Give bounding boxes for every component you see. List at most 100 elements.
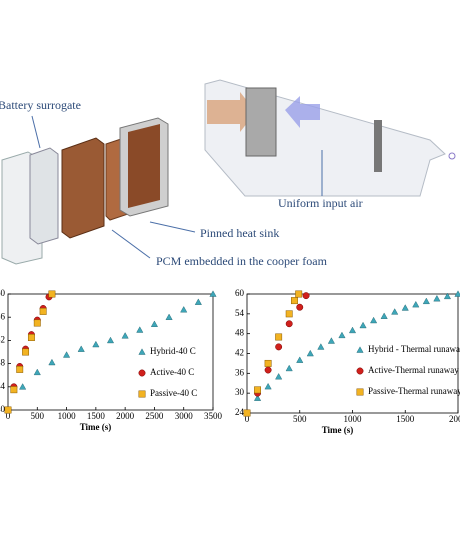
data-point xyxy=(285,364,293,372)
data-point xyxy=(391,308,399,315)
data-point xyxy=(243,409,251,417)
battery-module-drawing xyxy=(1,117,169,265)
data-point xyxy=(63,351,71,358)
data-point xyxy=(296,303,304,311)
data-point xyxy=(327,337,335,344)
data-point xyxy=(264,382,272,390)
data-point xyxy=(275,373,283,380)
data-point xyxy=(106,336,115,344)
data-point xyxy=(317,343,325,350)
data-point xyxy=(295,290,303,298)
x-tick-label: 500 xyxy=(31,411,45,421)
data-point xyxy=(136,326,144,333)
leader-lines xyxy=(31,115,323,259)
data-point xyxy=(48,290,56,298)
data-point xyxy=(33,368,41,376)
data-point xyxy=(209,290,217,297)
data-point xyxy=(359,321,367,329)
legend-label: Hybrid - Thermal runaway xyxy=(368,344,460,354)
data-point xyxy=(433,295,441,302)
data-point xyxy=(380,312,388,319)
legend-label: Active-Thermal runaway xyxy=(368,365,459,375)
diagram-label: Uniform input air xyxy=(278,196,363,210)
data-point xyxy=(22,348,30,356)
x-tick-label: 3000 xyxy=(175,411,194,421)
data-point xyxy=(275,333,283,341)
x-tick-label: 1000 xyxy=(344,414,363,424)
y-tick-label: 56 xyxy=(0,311,6,321)
x-axis-label: Time (s) xyxy=(322,425,354,435)
x-tick-label: 1500 xyxy=(87,411,106,421)
legend-label: Hybrid-40 C xyxy=(150,346,196,356)
data-point xyxy=(291,297,298,305)
data-point xyxy=(285,310,293,318)
y-tick-label: 36 xyxy=(235,367,245,377)
legend-label: Active-40 C xyxy=(150,367,194,377)
data-point xyxy=(27,334,35,341)
data-point xyxy=(10,386,18,394)
y-tick-label: 48 xyxy=(0,358,6,368)
x-tick-label: 2000 xyxy=(116,411,135,421)
y-tick-label: 48 xyxy=(235,328,245,338)
x-tick-label: 2500 xyxy=(145,411,164,421)
x-tick-label: 1500 xyxy=(396,414,415,424)
data-point xyxy=(401,304,409,311)
diagram-label: PCM embedded in the cooper foam xyxy=(156,254,328,268)
data-point xyxy=(296,356,304,363)
x-tick-label: 0 xyxy=(245,414,250,424)
diagram-label: Battery surrogate xyxy=(0,98,81,112)
diagram-label: Pinned heat sink xyxy=(200,226,279,240)
data-point xyxy=(338,331,346,339)
y-tick-label: 44 xyxy=(0,381,6,391)
data-point xyxy=(48,358,56,366)
data-point xyxy=(254,394,262,401)
data-point xyxy=(77,345,85,352)
legend-marker xyxy=(356,367,364,375)
data-point xyxy=(194,298,202,305)
data-point xyxy=(165,313,173,320)
data-point xyxy=(422,297,430,305)
legend-label: Passive-Thermal runaway xyxy=(368,386,460,396)
data-point xyxy=(348,326,357,334)
data-point xyxy=(39,307,47,315)
x-tick-label: 0 xyxy=(6,411,11,421)
x-tick-label: 3500 xyxy=(204,411,223,421)
legend-marker xyxy=(138,348,146,355)
data-point xyxy=(16,365,24,373)
data-point xyxy=(275,343,283,351)
data-point xyxy=(264,359,272,367)
data-point xyxy=(443,292,451,300)
y-tick-label: 60 xyxy=(235,288,245,298)
plot-frame xyxy=(7,293,214,411)
data-point xyxy=(33,319,41,327)
legend-marker xyxy=(138,390,146,398)
legend-marker xyxy=(138,369,146,377)
data-point xyxy=(121,332,129,339)
x-tick-label: 500 xyxy=(293,414,307,424)
data-point xyxy=(92,340,100,348)
y-tick-label: 42 xyxy=(235,348,244,358)
y-tick-label: 54 xyxy=(235,308,245,318)
data-point xyxy=(306,349,314,357)
legend-marker xyxy=(356,346,364,353)
air-channel-drawing xyxy=(204,79,456,197)
data-point xyxy=(285,320,293,328)
data-point xyxy=(302,292,310,300)
y-tick-label: 60 xyxy=(0,288,6,298)
x-tick-label: 2000 xyxy=(449,414,460,424)
legend-label: Passive-40 C xyxy=(150,388,197,398)
y-tick-label: 30 xyxy=(235,387,245,397)
y-tick-label: 52 xyxy=(0,334,5,344)
data-point xyxy=(254,386,262,394)
data-point xyxy=(150,320,158,327)
data-point xyxy=(180,306,188,313)
data-point xyxy=(412,300,420,308)
data-point xyxy=(370,316,378,324)
data-point xyxy=(19,383,27,390)
x-axis-label: Time (s) xyxy=(80,422,112,432)
y-tick-label: 40 xyxy=(0,404,6,414)
y-tick-label: 24 xyxy=(235,407,245,417)
x-tick-label: 1000 xyxy=(58,411,77,421)
legend-marker xyxy=(356,388,364,396)
